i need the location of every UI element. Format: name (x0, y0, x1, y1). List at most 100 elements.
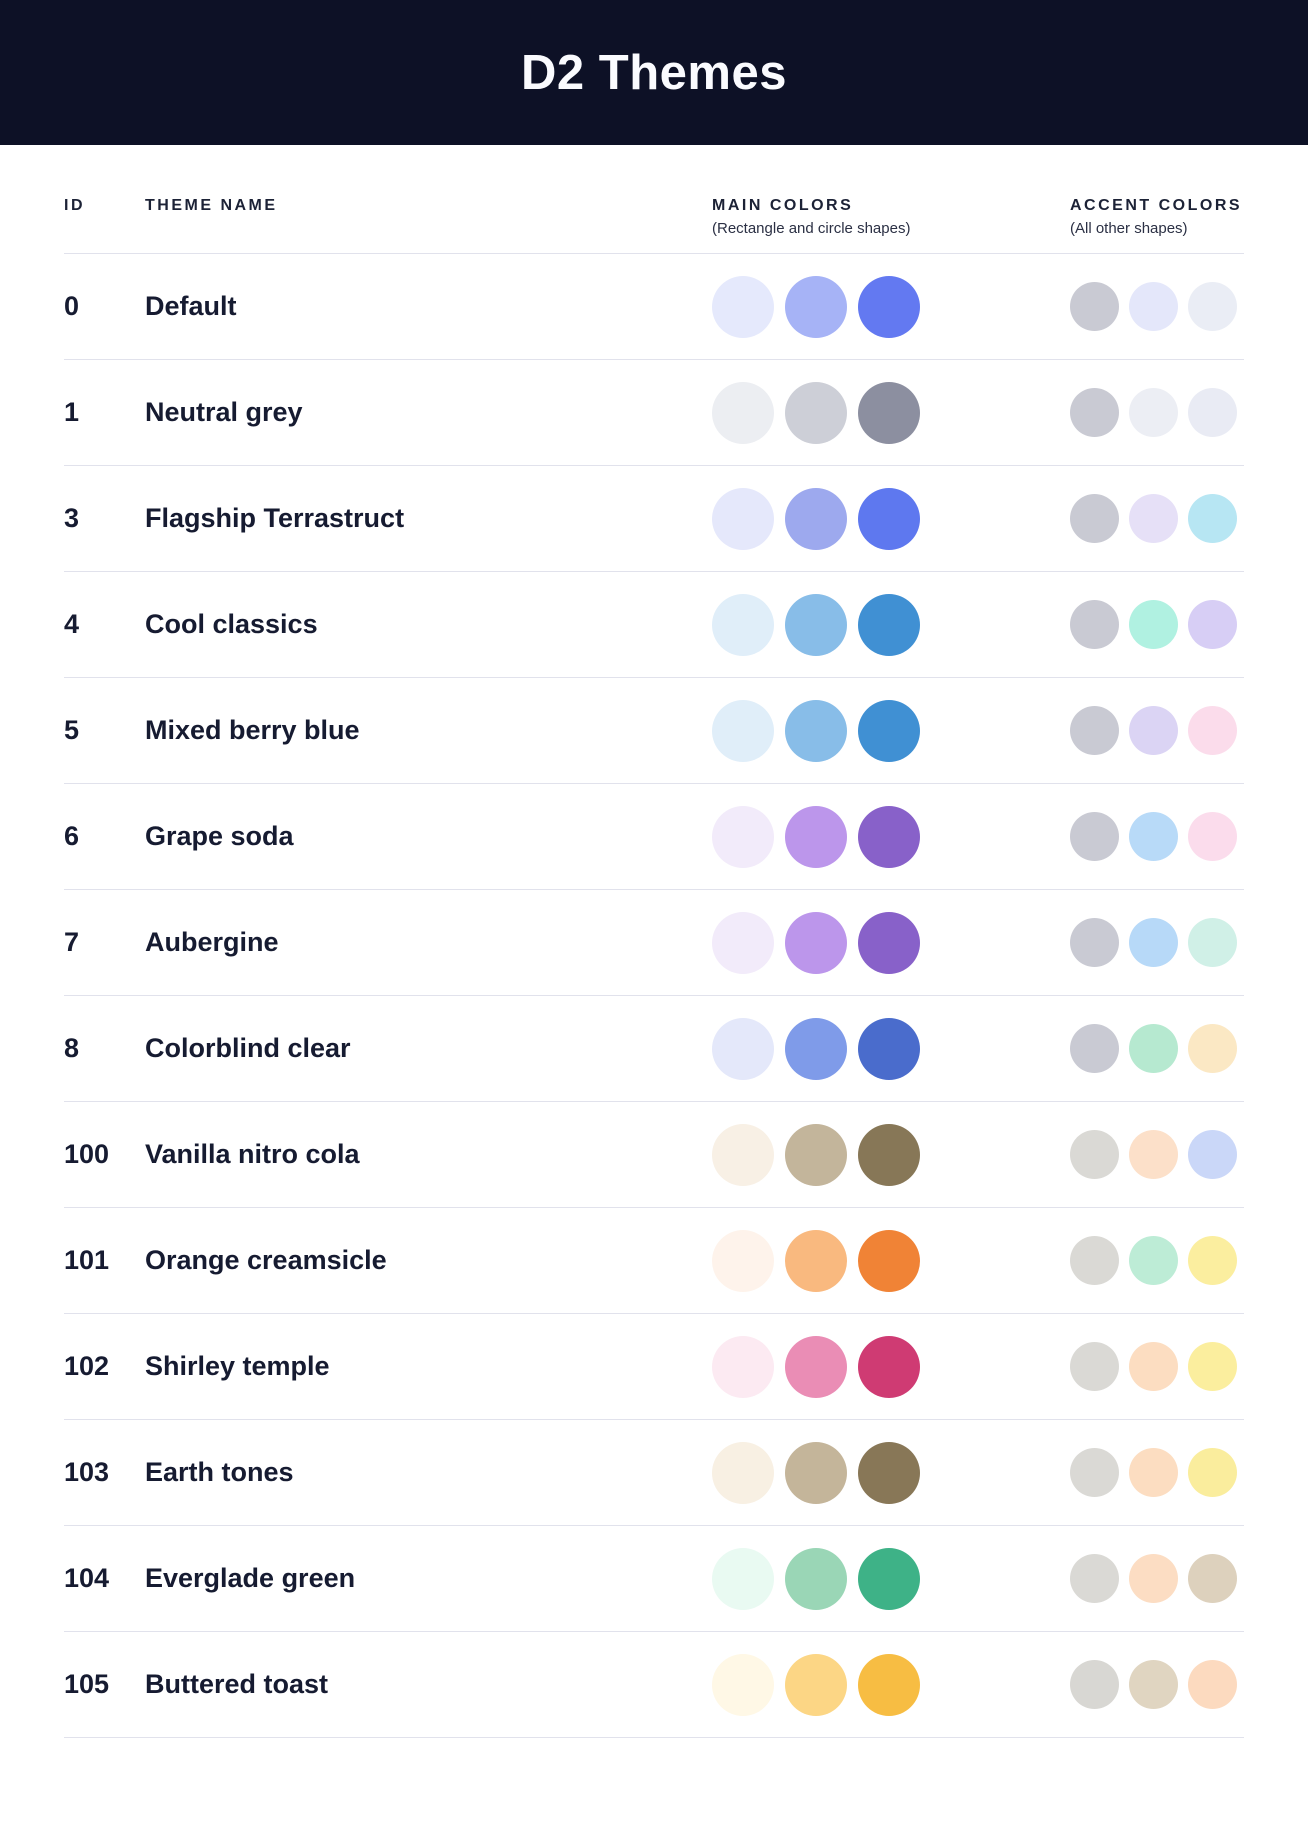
main-color-swatch (858, 381, 920, 444)
theme-name: Buttered toast (145, 1669, 329, 1699)
accent-color-swatch (1070, 282, 1119, 331)
column-header-theme-name-label: THEME NAME (145, 197, 278, 214)
accent-color-swatch (1188, 388, 1237, 437)
accent-color-swatch (1129, 388, 1178, 437)
accent-color-swatch (1188, 1448, 1237, 1497)
theme-name: Neutral grey (145, 397, 303, 427)
theme-id: 3 (64, 503, 80, 533)
accent-color-swatches (1070, 1448, 1244, 1497)
main-color-swatch (712, 381, 774, 444)
column-header-accent-colors-label: ACCENT COLORS (1070, 197, 1243, 214)
main-color-swatches (712, 699, 1070, 762)
main-color-swatches (712, 487, 1070, 550)
accent-color-swatch (1070, 1448, 1119, 1497)
main-color-swatch (785, 1229, 847, 1292)
accent-color-swatch (1129, 1660, 1178, 1709)
main-color-swatches (712, 1335, 1070, 1398)
accent-color-swatch (1129, 1024, 1178, 1073)
main-color-swatch (858, 1335, 920, 1398)
main-color-swatch (858, 805, 920, 868)
main-color-swatch (712, 1335, 774, 1398)
table-row: 100 Vanilla nitro cola (64, 1102, 1244, 1208)
main-color-swatch (785, 1441, 847, 1504)
accent-color-swatch (1129, 1130, 1178, 1179)
main-color-swatch (858, 699, 920, 762)
accent-color-swatch (1188, 282, 1237, 331)
theme-name: Orange creamsicle (145, 1245, 387, 1275)
main-color-swatch (858, 911, 920, 974)
main-color-swatches (712, 1441, 1070, 1504)
main-color-swatch (712, 593, 774, 656)
main-color-swatch (858, 1123, 920, 1186)
accent-color-swatches (1070, 1130, 1244, 1179)
main-color-swatch (785, 487, 847, 550)
theme-name: Colorblind clear (145, 1033, 351, 1063)
main-color-swatch (785, 1547, 847, 1610)
main-color-swatch (712, 275, 774, 338)
column-header-main-colors-subtitle: (Rectangle and circle shapes) (712, 220, 911, 237)
accent-color-swatch (1129, 1448, 1178, 1497)
accent-color-swatch (1188, 706, 1237, 755)
column-header-accent-colors: ACCENT COLORS (All other shapes) (1070, 197, 1244, 237)
main-color-swatch (785, 275, 847, 338)
accent-color-swatch (1070, 1024, 1119, 1073)
main-color-swatches (712, 593, 1070, 656)
main-color-swatches (712, 1017, 1070, 1080)
table-row: 104 Everglade green (64, 1526, 1244, 1632)
accent-color-swatch (1129, 918, 1178, 967)
table-row: 5 Mixed berry blue (64, 678, 1244, 784)
table-body: 0 Default 1 Neutral grey 3 Flagship Terr… (64, 254, 1244, 1738)
accent-color-swatch (1188, 918, 1237, 967)
accent-color-swatch (1188, 494, 1237, 543)
main-color-swatch (712, 805, 774, 868)
theme-name: Cool classics (145, 609, 318, 639)
table-row: 6 Grape soda (64, 784, 1244, 890)
theme-name: Grape soda (145, 821, 294, 851)
accent-color-swatches (1070, 494, 1244, 543)
accent-color-swatch (1188, 1130, 1237, 1179)
accent-color-swatch (1129, 600, 1178, 649)
accent-color-swatch (1129, 1342, 1178, 1391)
table-row: 3 Flagship Terrastruct (64, 466, 1244, 572)
main-color-swatches (712, 275, 1070, 338)
theme-id: 100 (64, 1139, 110, 1169)
accent-color-swatch (1188, 1660, 1237, 1709)
main-color-swatch (858, 487, 920, 550)
accent-color-swatch (1188, 1024, 1237, 1073)
theme-id: 8 (64, 1033, 80, 1063)
accent-color-swatch (1188, 812, 1237, 861)
main-color-swatch (785, 593, 847, 656)
accent-color-swatch (1070, 600, 1119, 649)
theme-id: 1 (64, 397, 80, 427)
theme-name: Aubergine (145, 927, 279, 957)
accent-color-swatches (1070, 388, 1244, 437)
main-color-swatch (712, 1441, 774, 1504)
table-row: 101 Orange creamsicle (64, 1208, 1244, 1314)
main-color-swatch (858, 1653, 920, 1716)
main-color-swatch (785, 911, 847, 974)
accent-color-swatches (1070, 918, 1244, 967)
accent-color-swatch (1129, 1554, 1178, 1603)
table-row: 103 Earth tones (64, 1420, 1244, 1526)
theme-name: Shirley temple (145, 1351, 330, 1381)
accent-color-swatches (1070, 600, 1244, 649)
table-row: 7 Aubergine (64, 890, 1244, 996)
main-color-swatch (858, 1547, 920, 1610)
main-color-swatches (712, 805, 1070, 868)
table-row: 102 Shirley temple (64, 1314, 1244, 1420)
main-color-swatches (712, 1123, 1070, 1186)
main-color-swatch (712, 1017, 774, 1080)
accent-color-swatch (1070, 812, 1119, 861)
theme-name: Everglade green (145, 1563, 356, 1593)
column-header-main-colors-label: MAIN COLORS (712, 197, 854, 214)
main-color-swatch (712, 699, 774, 762)
accent-color-swatch (1070, 706, 1119, 755)
table-row: 8 Colorblind clear (64, 996, 1244, 1102)
main-color-swatch (858, 275, 920, 338)
main-color-swatch (785, 1017, 847, 1080)
table-row: 0 Default (64, 254, 1244, 360)
accent-color-swatch (1070, 388, 1119, 437)
main-color-swatch (712, 1547, 774, 1610)
main-color-swatches (712, 1229, 1070, 1292)
theme-name: Default (145, 291, 237, 321)
